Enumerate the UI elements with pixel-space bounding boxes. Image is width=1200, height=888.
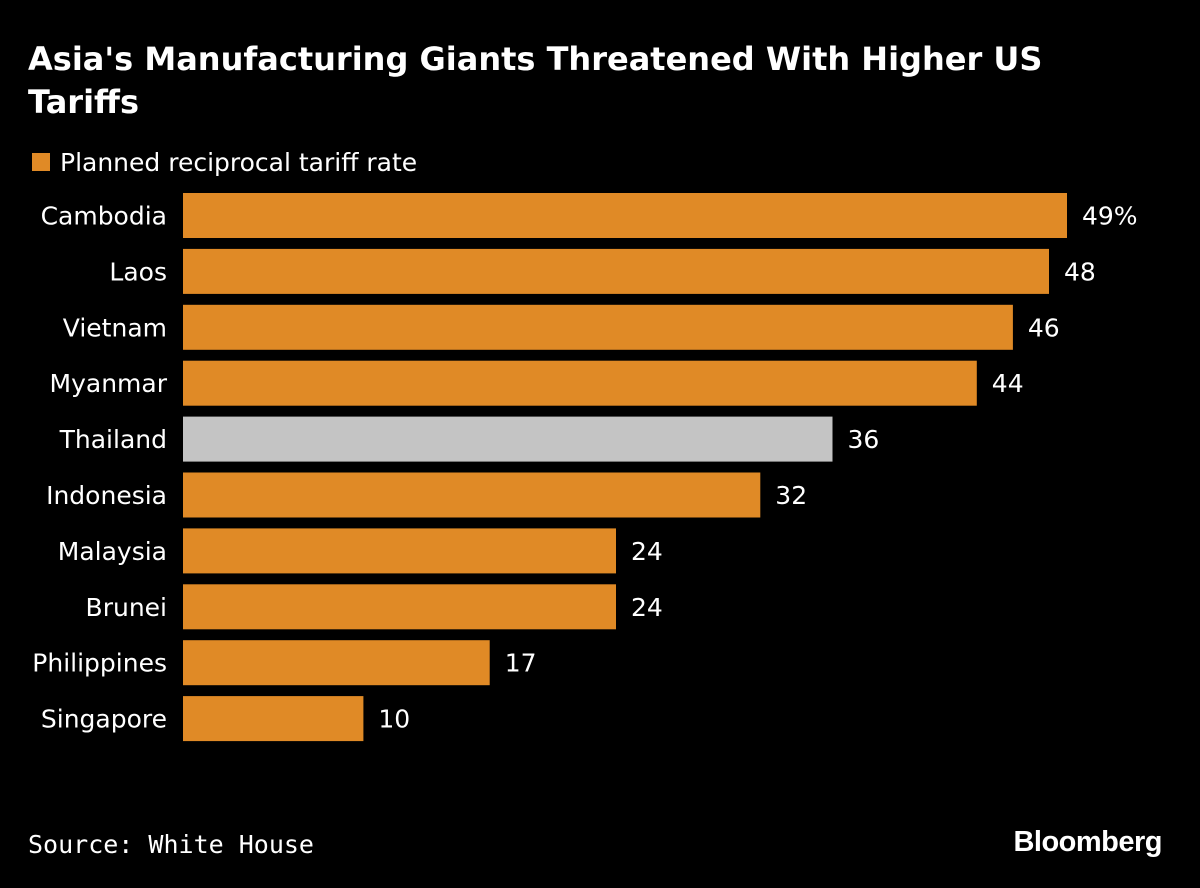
bar-philippines	[183, 640, 490, 686]
value-label: 17	[505, 649, 537, 678]
bar-myanmar	[183, 360, 977, 406]
value-label: 48	[1064, 257, 1096, 286]
source-note: Source: White House	[28, 830, 314, 859]
value-label: 46	[1028, 313, 1060, 342]
bar-thailand	[183, 416, 833, 462]
value-label: 24	[631, 537, 663, 566]
category-label: Indonesia	[46, 481, 167, 510]
category-label: Cambodia	[41, 202, 167, 231]
category-label: Thailand	[59, 425, 167, 454]
category-label: Malaysia	[58, 537, 167, 566]
value-label: 44	[992, 369, 1024, 398]
category-label: Singapore	[41, 705, 167, 734]
legend-label: Planned reciprocal tariff rate	[60, 147, 418, 177]
value-label: 36	[848, 425, 880, 454]
bar-singapore	[183, 696, 364, 742]
category-label: Myanmar	[50, 369, 168, 398]
bar-vietnam	[183, 304, 1013, 350]
chart-title: Asia's Manufacturing Giants Threatened W…	[28, 40, 1043, 121]
bar-malaysia	[183, 528, 616, 574]
value-label: 32	[775, 481, 807, 510]
bar-brunei	[183, 584, 616, 630]
legend-swatch	[32, 153, 50, 171]
bar-laos	[183, 248, 1049, 294]
value-label: 49%	[1082, 202, 1138, 231]
value-label: 24	[631, 593, 663, 622]
category-label: Philippines	[32, 649, 167, 678]
bar-cambodia	[183, 193, 1067, 238]
category-label: Vietnam	[63, 313, 167, 342]
value-label: 10	[378, 705, 410, 734]
category-label: Brunei	[86, 593, 167, 622]
brand-logo: Bloomberg	[1013, 826, 1162, 858]
bar-indonesia	[183, 472, 761, 518]
category-label: Laos	[109, 257, 167, 286]
legend: Planned reciprocal tariff rate	[32, 146, 417, 178]
